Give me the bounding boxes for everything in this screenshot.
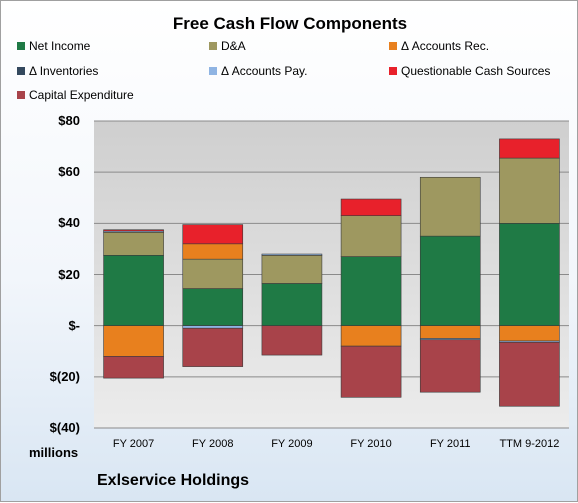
legend-item-questionable-cash: Questionable Cash Sources bbox=[389, 64, 550, 78]
bar-segment bbox=[499, 157, 560, 224]
bar-segment bbox=[103, 325, 164, 357]
legend-item-net-income: Net Income bbox=[17, 39, 90, 53]
company-label: Exlservice Holdings bbox=[97, 472, 250, 489]
bar-segment bbox=[103, 229, 164, 232]
y-tick-label: $(20) bbox=[49, 368, 80, 384]
x-tick-label: TTM 9-2012 bbox=[499, 438, 560, 450]
bar-segment bbox=[103, 356, 164, 379]
bar-segment bbox=[340, 215, 402, 257]
legend-swatch bbox=[17, 90, 25, 99]
bar-segment bbox=[340, 256, 402, 326]
bar-segment bbox=[182, 327, 244, 367]
legend-label: Questionable Cash Sources bbox=[401, 64, 551, 78]
bar-segment bbox=[499, 223, 560, 326]
legend-label: Δ Accounts Rec. bbox=[401, 39, 490, 53]
legend-swatch bbox=[17, 66, 25, 75]
bar-segment bbox=[419, 235, 481, 326]
y-tick-label: $- bbox=[68, 317, 80, 333]
legend-swatch bbox=[389, 41, 397, 50]
y-tick-label: $20 bbox=[58, 266, 80, 282]
bar-segment bbox=[103, 231, 164, 256]
bar-segment bbox=[419, 339, 481, 393]
bar-segment bbox=[182, 224, 244, 245]
units-label: millions bbox=[29, 445, 79, 460]
legend-swatch bbox=[209, 66, 217, 75]
bar-segment bbox=[499, 341, 560, 407]
bar-segment bbox=[103, 255, 164, 326]
legend-label: D&A bbox=[221, 39, 246, 53]
y-tick-label: $80 bbox=[58, 113, 80, 128]
legend-label: Δ Inventories bbox=[29, 64, 99, 78]
legend-label: Net Income bbox=[29, 39, 91, 53]
x-tick-label: FY 2008 bbox=[192, 438, 234, 450]
bar-segment bbox=[261, 325, 323, 356]
bar-segment bbox=[499, 138, 560, 159]
legend-item-d-and-a: D&A bbox=[209, 39, 246, 53]
bar-segment bbox=[419, 325, 481, 339]
bar-segment bbox=[340, 345, 402, 398]
y-tick-label: $(40) bbox=[49, 420, 80, 435]
x-tick-label: FY 2009 bbox=[271, 438, 313, 450]
bar-segment bbox=[340, 325, 402, 347]
legend-item-capex: Capital Expenditure bbox=[17, 88, 134, 102]
y-tick-label: $40 bbox=[58, 215, 80, 231]
bar-segment bbox=[340, 198, 402, 216]
legend-item-accounts-pay: Δ Accounts Pay. bbox=[209, 64, 308, 78]
legend-label: Capital Expenditure bbox=[29, 88, 134, 102]
legend-item-accounts-rec: Δ Accounts Rec. bbox=[389, 39, 489, 53]
gridlines bbox=[94, 120, 569, 429]
bar-segment bbox=[182, 288, 244, 326]
bar-segment bbox=[261, 283, 323, 326]
bar-segment bbox=[261, 253, 323, 256]
legend-swatch bbox=[17, 41, 25, 50]
legend-item-inventories: Δ Inventories bbox=[17, 64, 98, 78]
x-tick-label: FY 2007 bbox=[112, 438, 155, 450]
bar-segment bbox=[182, 258, 244, 289]
bar-segment bbox=[261, 255, 323, 284]
bar-segment bbox=[182, 325, 244, 329]
y-tick-label: $60 bbox=[58, 164, 80, 180]
x-tick-label: FY 2011 bbox=[429, 438, 471, 450]
bar-segment bbox=[419, 176, 481, 237]
legend-swatch bbox=[209, 41, 217, 50]
legend-swatch bbox=[389, 66, 397, 75]
bar-segment bbox=[182, 243, 244, 260]
legend-label: Δ Accounts Pay. bbox=[221, 64, 308, 78]
x-tick-label: FY 2010 bbox=[350, 438, 392, 450]
chart-title: Free Cash Flow Components bbox=[172, 14, 408, 33]
bars bbox=[103, 138, 560, 407]
bar-segment bbox=[499, 325, 560, 342]
